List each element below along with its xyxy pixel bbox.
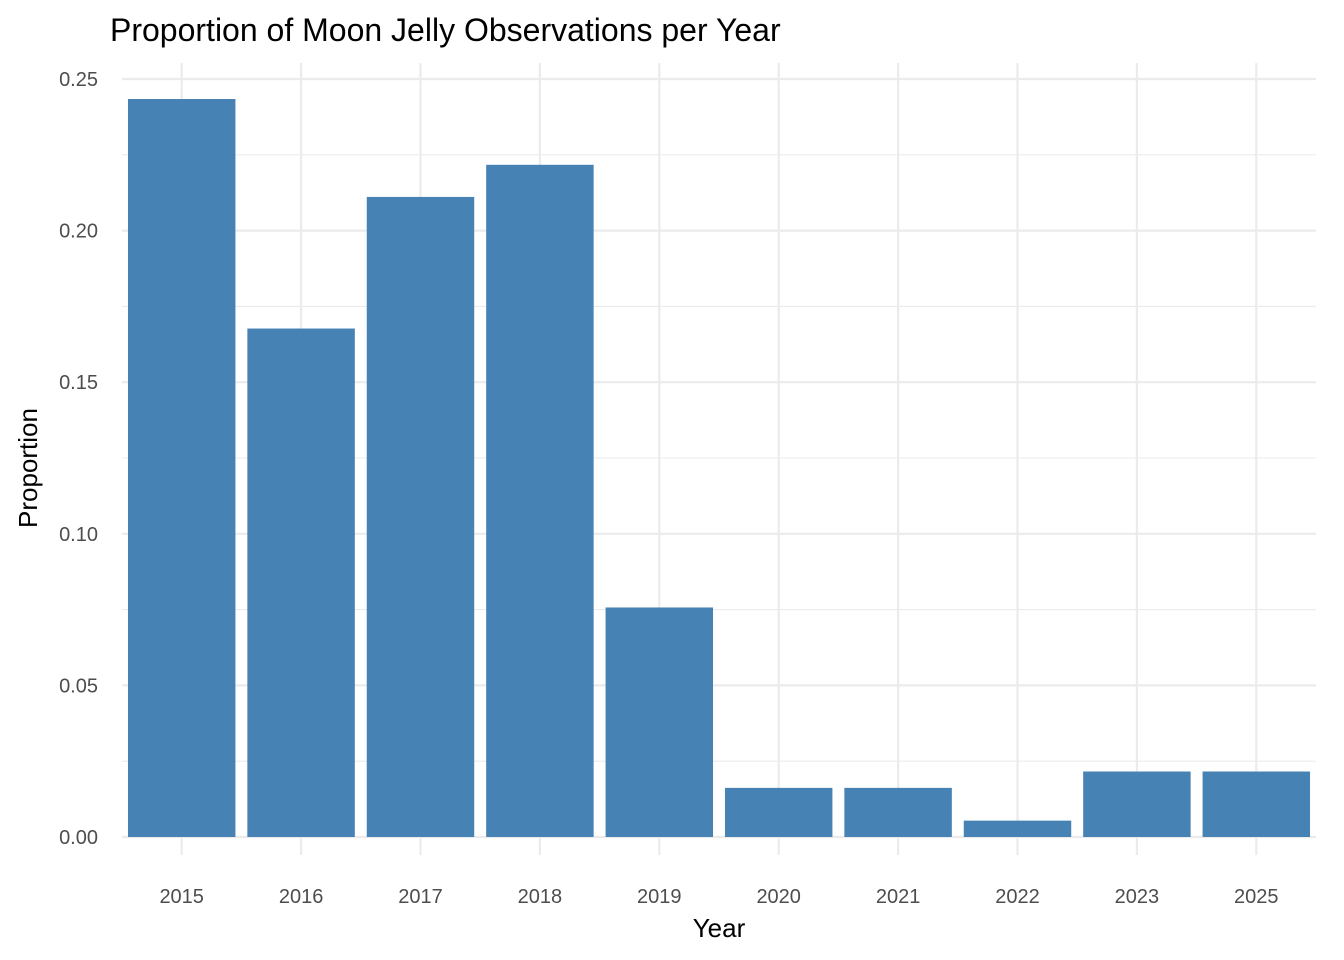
x-tick-label: 2022 [995, 886, 1040, 908]
x-tick-label: 2017 [398, 886, 443, 908]
bar-2015 [127, 99, 236, 837]
bar-2018 [486, 164, 594, 837]
y-axis-tick-labels: 0.00 0.05 0.10 0.15 0.20 0.25 [59, 69, 98, 849]
x-tick-label: 2019 [637, 886, 682, 908]
bar-2021 [844, 787, 952, 837]
x-tick-label: 2025 [1234, 886, 1279, 908]
chart-title: Proportion of Moon Jelly Observations pe… [110, 12, 781, 48]
y-tick-label: 0.05 [59, 675, 98, 697]
bar-2022 [963, 820, 1072, 837]
x-axis-title: Year [693, 913, 746, 943]
x-tick-label: 2020 [756, 886, 801, 908]
y-axis-title: Proportion [13, 408, 43, 528]
x-tick-label: 2023 [1115, 886, 1160, 908]
x-tick-label: 2015 [159, 886, 204, 908]
bar-2017 [366, 196, 475, 837]
y-tick-label: 0.00 [59, 827, 98, 849]
y-tick-label: 0.25 [59, 69, 98, 91]
bar-2016 [247, 328, 355, 837]
y-tick-label: 0.20 [59, 221, 98, 243]
bars [127, 99, 1311, 837]
y-tick-label: 0.10 [59, 524, 98, 546]
bar-2023 [1083, 771, 1191, 837]
bar-2020 [724, 787, 833, 837]
x-tick-label: 2021 [876, 886, 921, 908]
x-tick-label: 2018 [518, 886, 563, 908]
y-tick-label: 0.15 [59, 372, 98, 394]
bar-2025 [1202, 771, 1311, 837]
bar-2019 [605, 607, 714, 837]
x-tick-label: 2016 [279, 886, 324, 908]
x-axis-tick-labels: 2015 2016 2017 2018 2019 2020 2021 2022 2023 2025 [159, 886, 1278, 908]
